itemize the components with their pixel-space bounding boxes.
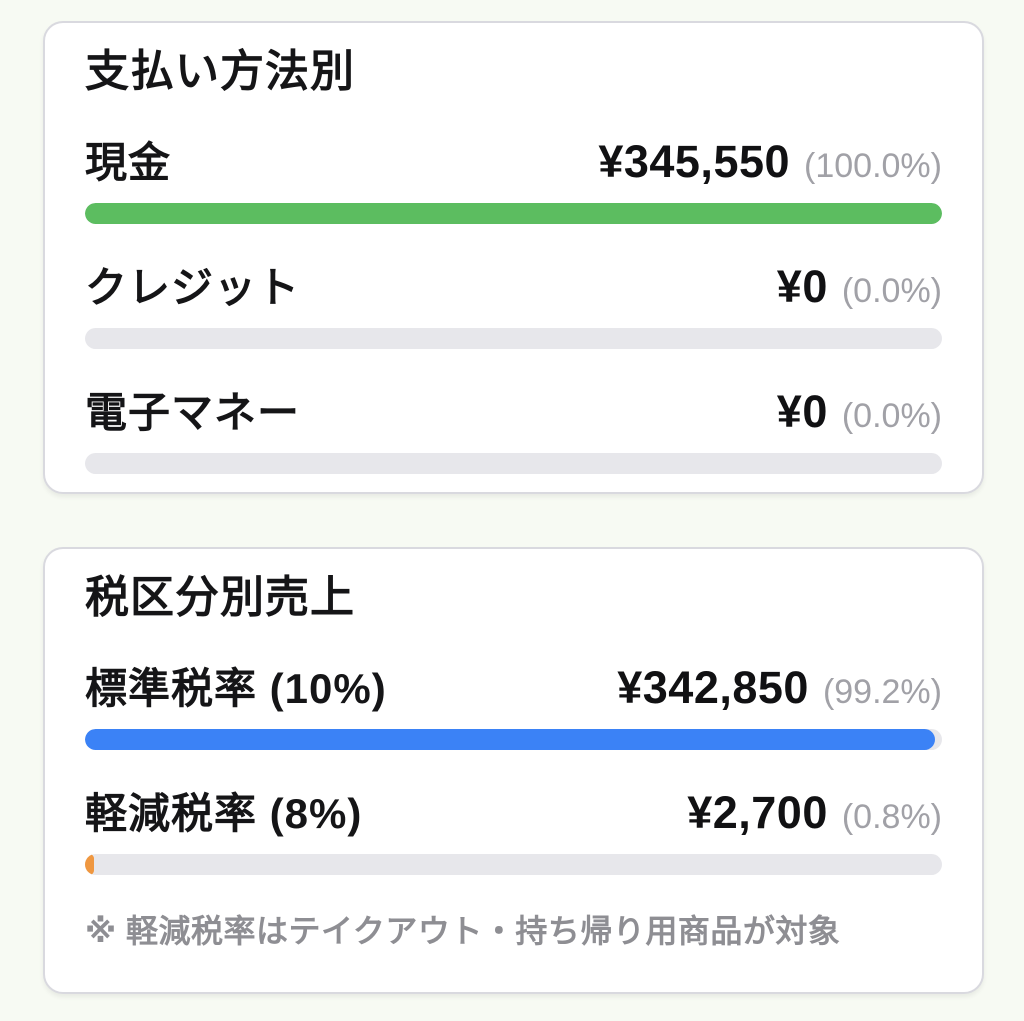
payment-row-emoney-bar-track	[85, 452, 942, 474]
tax-row-standard-percent: (99.2%)	[822, 672, 942, 711]
payment-row-credit: クレジット ¥0 (0.0%)	[85, 260, 942, 349]
payment-row-credit-amount: ¥0	[776, 260, 828, 312]
payment-method-card-title: 支払い方法別	[85, 47, 355, 96]
payment-row-cash-label: 現金	[85, 138, 172, 186]
tax-row-reduced-percent: (0.8%)	[841, 797, 942, 836]
payment-row-credit-bar-track	[85, 327, 942, 349]
tax-row-reduced-label: 軽減税率 (8%)	[85, 789, 363, 837]
tax-category-card-title: 税区分別売上	[85, 573, 355, 622]
payment-row-emoney-amount: ¥0	[776, 385, 828, 437]
payment-row-cash: 現金 ¥345,550 (100.0%)	[85, 135, 942, 224]
payment-row-emoney-label: 電子マネー	[85, 388, 301, 436]
payment-row-cash-percent: (100.0%)	[804, 146, 942, 185]
payment-row-credit-percent: (0.0%)	[841, 271, 942, 310]
tax-row-standard-bar-track	[85, 728, 942, 750]
payment-row-emoney-percent: (0.0%)	[841, 396, 942, 435]
payment-row-cash-bar-fill	[85, 202, 942, 224]
payment-row-credit-label: クレジット	[85, 263, 301, 311]
payment-row-emoney: 電子マネー ¥0 (0.0%)	[85, 385, 942, 474]
tax-row-standard-bar-fill	[85, 728, 936, 750]
tax-row-standard-amount: ¥342,850	[617, 661, 809, 713]
payment-method-card: 支払い方法別 現金 ¥345,550 (100.0%) クレジット	[43, 21, 984, 494]
tax-row-reduced-bar-fill	[85, 853, 94, 875]
tax-row-reduced-bar-track	[85, 853, 942, 875]
payment-row-cash-bar-track	[85, 202, 942, 224]
tax-row-reduced: 軽減税率 (8%) ¥2,700 (0.8%)	[85, 786, 942, 875]
payment-row-cash-amount: ¥345,550	[598, 135, 791, 187]
tax-row-standard: 標準税率 (10%) ¥342,850 (99.2%)	[85, 661, 942, 750]
tax-row-standard-label: 標準税率 (10%)	[85, 664, 387, 712]
tax-row-reduced-amount: ¥2,700	[687, 786, 828, 838]
reduced-tax-note: ※ 軽減税率はテイクアウト・持ち帰り用商品が対象	[85, 912, 841, 949]
tax-category-card: 税区分別売上 標準税率 (10%) ¥342,850 (99.2%) 軽減税率 …	[43, 547, 984, 994]
